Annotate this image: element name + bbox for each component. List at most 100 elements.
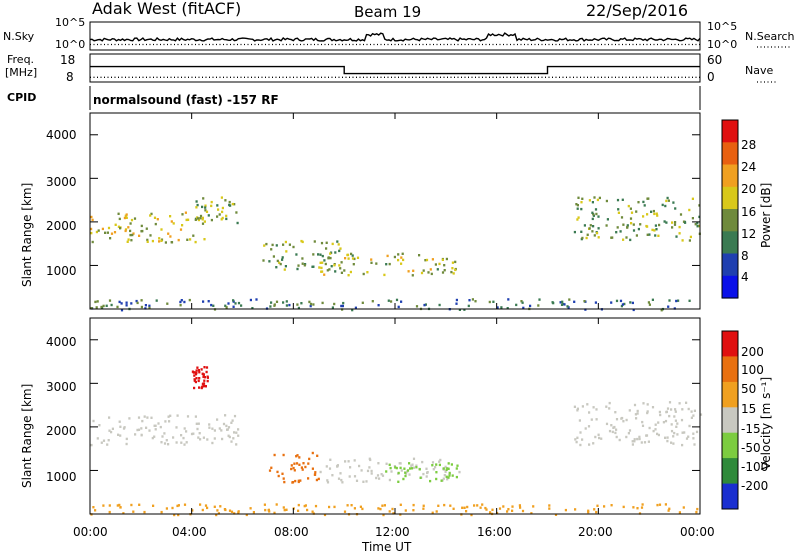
heatmap-cell (498, 507, 502, 510)
heatmap-cell (329, 252, 332, 255)
heatmap-cell (638, 435, 641, 439)
heatmap-cell (187, 218, 190, 221)
heatmap-cell (627, 204, 630, 208)
heatmap-cell (474, 300, 477, 303)
heatmap-cell (279, 262, 282, 266)
heatmap-cell (202, 373, 205, 376)
heatmap-cell (680, 418, 684, 422)
heatmap-cell (605, 422, 609, 426)
heatmap-cell (648, 233, 651, 236)
heatmap-cell (577, 216, 580, 219)
heatmap-cell (153, 435, 156, 438)
heatmap-cell (450, 270, 453, 274)
freq-panel (89, 53, 701, 83)
heatmap-cell (402, 258, 405, 262)
heatmap-cell (485, 508, 488, 511)
heatmap-cell (321, 254, 324, 258)
heatmap-cell (199, 214, 203, 218)
heatmap-cell (502, 505, 505, 508)
heatmap-cell (290, 464, 293, 467)
heatmap-cell (651, 298, 654, 301)
heatmap-cell (521, 301, 524, 304)
heatmap-cell (636, 507, 639, 510)
heatmap-cell (353, 507, 356, 510)
heatmap-cell (451, 474, 454, 477)
heatmap-cell (316, 454, 319, 457)
heatmap-cell (427, 271, 430, 274)
heatmap-cell (306, 508, 309, 512)
heatmap-cell (270, 466, 273, 469)
nave-tick-bottom: 0 (707, 70, 715, 84)
heatmap-cell (292, 245, 295, 249)
heatmap-cell (600, 437, 603, 440)
heatmap-cell (450, 463, 453, 466)
heatmap-cell (90, 227, 93, 231)
heatmap-cell (307, 462, 310, 465)
heatmap-cell (650, 210, 653, 213)
heatmap-cell (353, 257, 356, 261)
heatmap-cell (394, 466, 397, 469)
heatmap-cell (108, 299, 112, 302)
heatmap-cell (684, 221, 687, 224)
heatmap-cell (102, 304, 105, 308)
heatmap-cell (107, 226, 111, 230)
heatmap-cell (625, 236, 628, 239)
heatmap-cell (323, 259, 326, 262)
heatmap-cell (397, 471, 400, 475)
xtick-0800: 08:00 (274, 525, 309, 539)
heatmap-cell (193, 386, 196, 390)
heatmap-cell (415, 464, 418, 467)
heatmap-cell (667, 199, 670, 202)
heatmap-cell (596, 504, 599, 507)
heatmap-cell (688, 424, 691, 428)
heatmap-cell (674, 221, 677, 224)
heatmap-cell (631, 440, 634, 443)
power-ytick-1000: 1000 (46, 264, 77, 278)
heatmap-cell (385, 470, 388, 473)
colorbar-segment (722, 432, 738, 459)
heatmap-cell (163, 432, 166, 435)
heatmap-cell (615, 299, 619, 303)
heatmap-cell (390, 300, 393, 303)
heatmap-cell (346, 253, 350, 257)
heatmap-cell (365, 480, 368, 483)
heatmap-cell (563, 303, 566, 306)
heatmap-cell (232, 299, 235, 302)
heatmap-cell (465, 510, 468, 513)
heatmap-cell (318, 266, 321, 269)
heatmap-cell (219, 505, 222, 508)
heatmap-cell (334, 251, 337, 254)
heatmap-cell (337, 243, 340, 246)
heatmap-cell (346, 504, 349, 507)
heatmap-cell (166, 302, 169, 305)
velocity-colorbar (722, 331, 738, 510)
heatmap-cell (333, 505, 336, 509)
heatmap-cell (656, 503, 659, 507)
heatmap-cell (653, 212, 656, 216)
heatmap-cell (160, 510, 163, 514)
heatmap-cell (580, 207, 583, 211)
heatmap-cell (276, 259, 279, 263)
heatmap-cell (180, 299, 183, 302)
heatmap-cell (435, 463, 438, 466)
heatmap-cell (175, 441, 178, 444)
heatmap-cell (640, 441, 643, 444)
heatmap-cell (421, 460, 424, 464)
heatmap-cell (366, 271, 369, 274)
heatmap-cell (617, 208, 620, 211)
heatmap-cell (688, 299, 691, 302)
heatmap-cell (673, 431, 676, 435)
heatmap-cell (275, 266, 278, 269)
heatmap-cell (632, 229, 636, 232)
heatmap-cell (190, 432, 194, 436)
heatmap-cell (585, 236, 588, 240)
heatmap-cell (331, 474, 334, 477)
heatmap-cell (153, 424, 156, 427)
power-cbar-tick-24: 24 (741, 160, 756, 174)
heatmap-cell (194, 240, 197, 244)
vel-cbar-tick-15: 15 (741, 402, 756, 416)
heatmap-cell (404, 509, 407, 512)
heatmap-cell (576, 218, 579, 221)
heatmap-cell (679, 213, 683, 216)
colorbar-segment (722, 381, 738, 408)
